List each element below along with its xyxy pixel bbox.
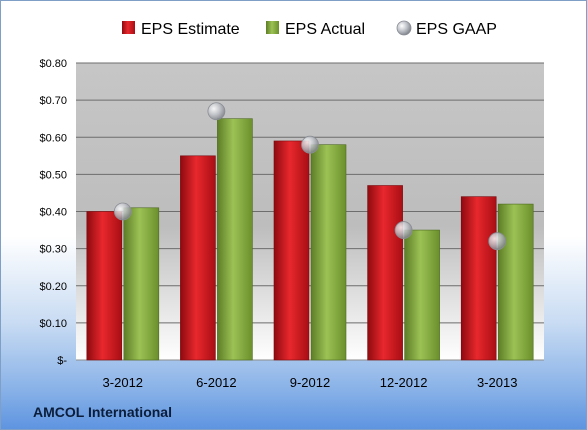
bar-eps-actual [310,144,347,361]
y-tick-label: $0.70 [39,95,67,107]
y-tick-label: $0.60 [39,132,67,144]
legend-eps-actual-label: EPS Actual [285,21,365,38]
bar-eps-actual [123,207,160,361]
legend-eps-gaap-swatch [396,20,412,36]
y-tick-label: $0.40 [39,207,67,219]
x-tick-label: 3-2012 [103,375,143,390]
legend-eps-estimate-label: EPS Estimate [141,21,240,38]
x-axis: 3-2012 6-2012 9-2012 12-2012 3-2013 [103,375,518,390]
company-name: AMCOL International [33,404,172,420]
bar-eps-estimate [367,185,403,361]
bar-eps-actual [217,118,253,361]
marker-eps-gaap [488,232,507,251]
y-tick-label: $0.20 [39,281,67,293]
marker-eps-gaap [394,221,413,239]
bar-eps-estimate [180,155,216,361]
bar-eps-actual [404,229,440,361]
x-tick-label: 12-2012 [380,375,428,390]
y-tick-label: $- [57,355,67,367]
x-tick-label: 3-2013 [477,375,517,390]
y-tick-label: $0.30 [39,244,67,256]
bars [86,118,534,361]
legend-eps-estimate-swatch [122,21,135,34]
y-tick-label: $0.50 [39,169,67,181]
marker-eps-gaap [113,202,132,221]
y-tick-label: $0.80 [39,58,67,70]
legend: EPS Estimate EPS Actual EPS GAAP [122,20,497,38]
legend-eps-gaap-label: EPS GAAP [416,21,497,38]
legend-eps-actual-swatch [266,21,279,34]
x-tick-label: 9-2012 [290,375,330,390]
gaap-markers [113,102,507,251]
bar-eps-estimate [460,196,497,361]
bar-eps-estimate [86,211,123,361]
marker-eps-gaap [207,102,226,121]
bar-eps-estimate [273,140,310,361]
y-tick-label: $0.10 [39,318,67,330]
bar-eps-actual [497,203,534,361]
marker-eps-gaap [301,135,319,154]
y-axis: $- $0.10 $0.20 $0.30 $0.40 $0.50 $0.60 $0.70 $0.… [39,58,67,367]
x-tick-label: 6-2012 [196,375,236,390]
